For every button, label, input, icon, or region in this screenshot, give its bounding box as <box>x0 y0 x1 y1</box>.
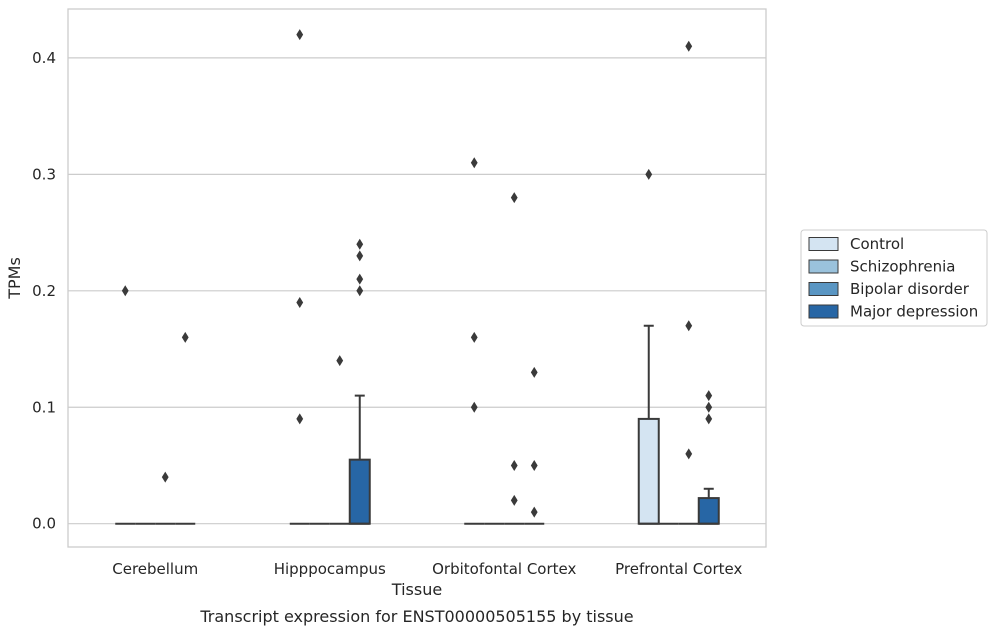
y-tick-label: 0.1 <box>32 398 56 416</box>
outlier-point <box>685 320 693 332</box>
outlier-point <box>530 366 538 378</box>
legend-swatch <box>808 237 839 251</box>
y-tick-label: 0.0 <box>32 515 56 533</box>
outlier-point <box>530 459 538 471</box>
outlier-point <box>296 29 304 41</box>
boxes <box>115 324 720 525</box>
x-axis-label: Tissue <box>391 580 442 599</box>
y-tick-label: 0.3 <box>32 165 56 183</box>
legend-label: Schizophrenia <box>850 258 955 276</box>
outlier-point <box>510 494 518 506</box>
legend-frame <box>800 229 988 327</box>
outlier-point <box>296 413 304 425</box>
outlier-point <box>296 296 304 308</box>
x-tick-label: Hipppocampus <box>274 560 386 578</box>
legend-swatch <box>808 282 839 296</box>
y-tick-label: 0.2 <box>32 282 56 300</box>
outlier-point <box>181 331 189 343</box>
x-tick-label: Cerebellum <box>112 560 198 578</box>
grid-lines <box>68 57 766 525</box>
outlier-point <box>510 192 518 204</box>
y-tick-labels: 0.0 0.1 0.2 0.3 0.4 <box>32 49 56 533</box>
legend-label: Bipolar disorder <box>850 280 970 298</box>
x-tick-label: Orbitofontal Cortex <box>432 560 576 578</box>
legend-label: Major depression <box>850 303 978 321</box>
outlier-point <box>121 285 129 297</box>
outlier-point <box>645 168 653 180</box>
outlier-point <box>510 459 518 471</box>
outlier-point <box>161 471 169 483</box>
outlier-point <box>470 331 478 343</box>
outlier-point <box>685 40 693 52</box>
legend-label: Control <box>850 235 904 253</box>
x-tick-labels: Cerebellum Hipppocampus Orbitofontal Corte… <box>112 560 742 578</box>
chart-caption: Transcript expression for ENST0000050515… <box>199 607 633 626</box>
y-tick-label: 0.4 <box>32 49 56 67</box>
outlier-point <box>470 157 478 169</box>
outlier-point <box>356 238 364 250</box>
legend-swatch <box>808 304 839 319</box>
box <box>697 497 720 525</box>
outliers <box>121 29 713 518</box>
outlier-point <box>705 413 713 425</box>
plot-frame <box>67 8 767 548</box>
outlier-point <box>685 448 693 460</box>
box <box>348 458 371 525</box>
legend: Control Schizophrenia Bipolar disorder Majo… <box>800 229 988 327</box>
outlier-point <box>336 355 344 367</box>
x-tick-label: Prefrontal Cortex <box>615 560 742 578</box>
legend-swatch <box>808 259 839 274</box>
outlier-point <box>530 506 538 518</box>
box <box>637 417 660 525</box>
outlier-point <box>705 401 713 413</box>
outlier-point <box>470 401 478 413</box>
y-axis-label: TPMs <box>5 257 24 300</box>
outlier-point <box>356 285 364 297</box>
outlier-point <box>356 250 364 262</box>
outlier-point <box>705 390 713 402</box>
outlier-point <box>356 273 364 285</box>
